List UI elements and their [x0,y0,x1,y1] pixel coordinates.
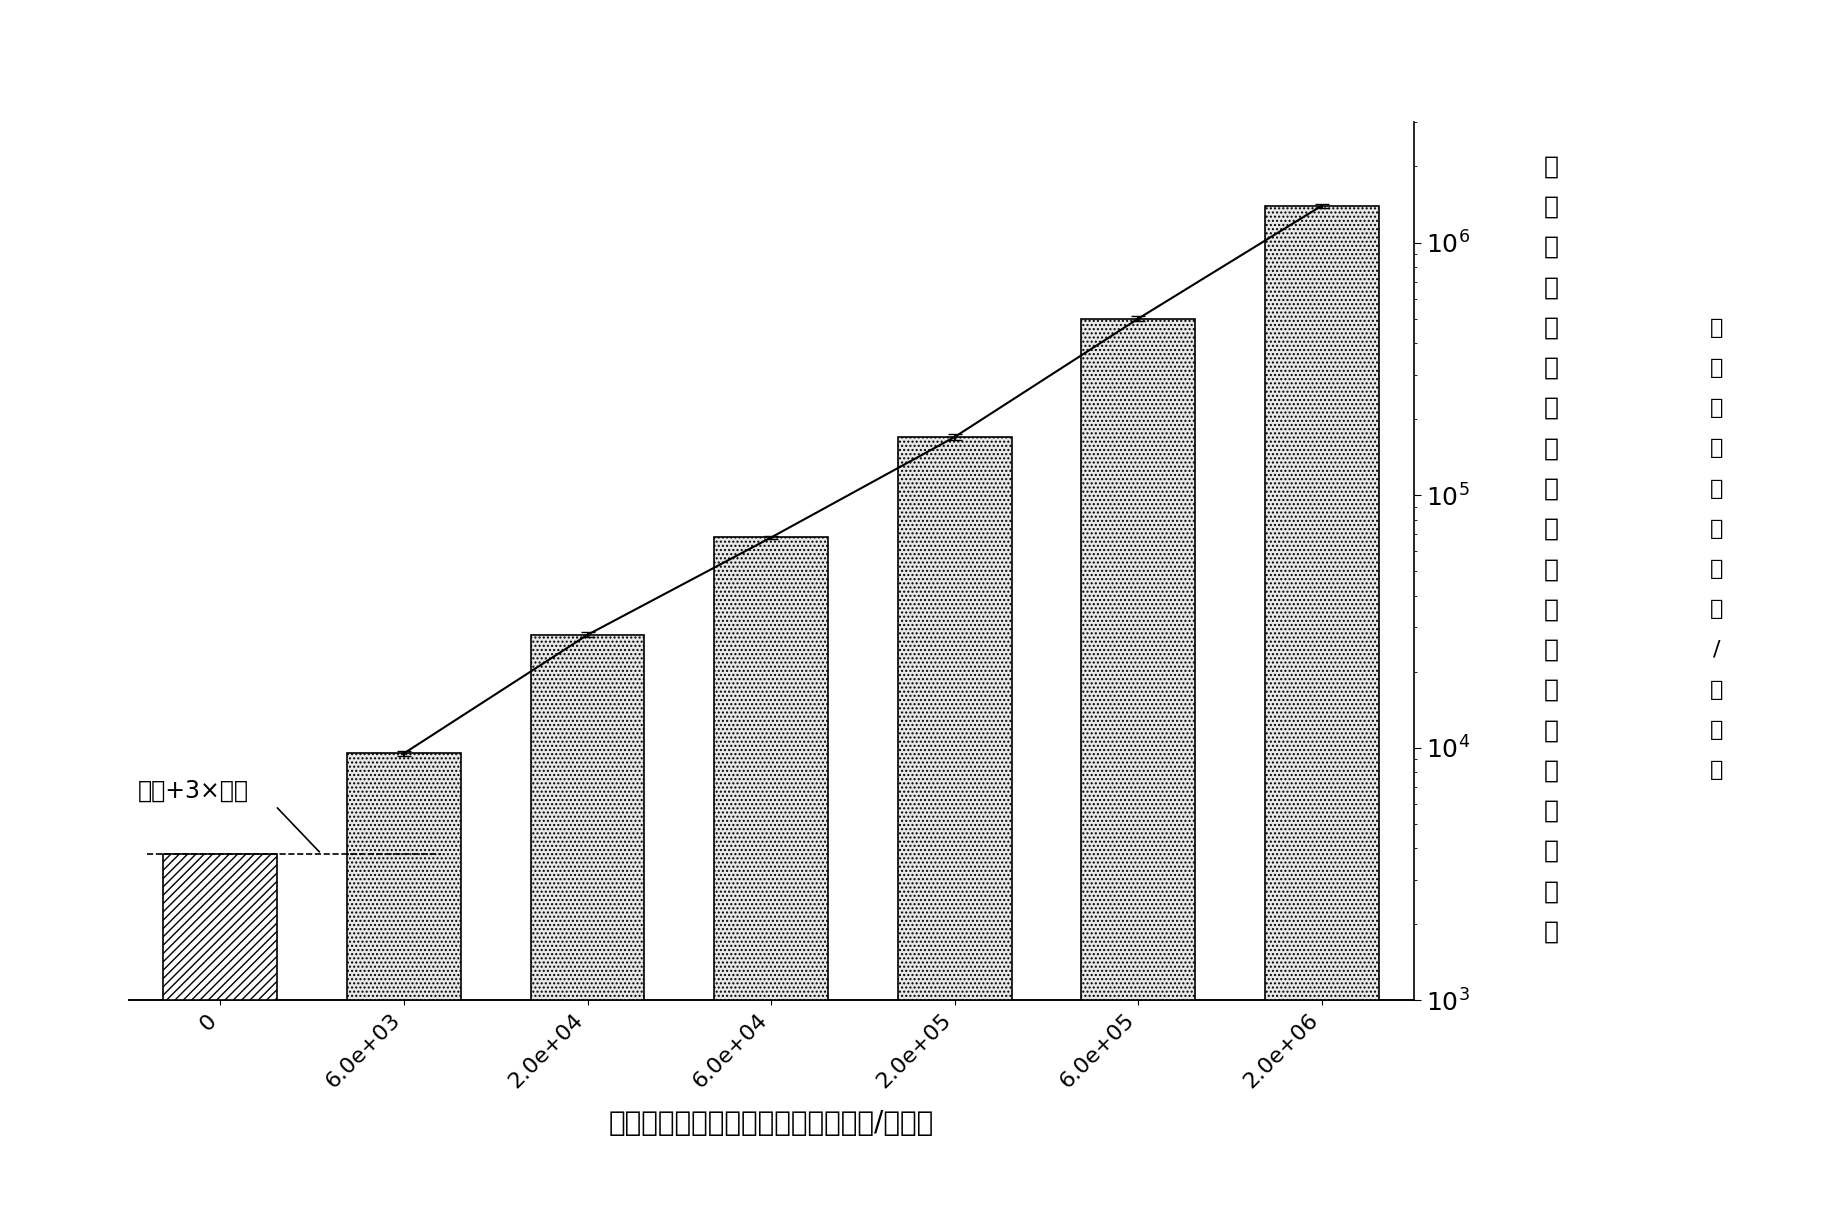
Text: 荧: 荧 [1544,437,1559,460]
Bar [714,538,828,1220]
Text: 有: 有 [1544,396,1559,420]
Text: 数: 数 [1709,559,1724,580]
Text: ：: ： [1709,438,1724,459]
Text: 毫: 毫 [1709,680,1724,700]
Bar [163,854,277,1220]
Text: 双: 双 [1544,517,1559,540]
Text: 量: 量 [1544,920,1559,943]
Text: ）: ） [1709,760,1724,781]
Text: 单: 单 [1709,357,1724,378]
Text: 号: 号 [1544,678,1559,701]
Bar [1081,318,1195,1220]
Text: 积: 积 [1544,276,1559,299]
Text: 单: 单 [1544,155,1559,178]
Text: 光: 光 [1544,477,1559,500]
Text: 位: 位 [1709,398,1724,418]
Bar [531,634,644,1220]
Text: 的: 的 [1544,839,1559,863]
Text: 象: 象 [1709,518,1724,539]
Text: 信: 信 [1544,638,1559,661]
X-axis label: 结核杆菌的浓度　（单位：细菌数量/毫升）: 结核杆菌的浓度 （单位：细菌数量/毫升） [608,1109,935,1137]
Text: （: （ [1709,317,1724,338]
Bar [347,754,461,1220]
Text: 对: 对 [1709,478,1724,499]
Text: /: / [1713,639,1720,660]
Text: 升: 升 [1709,720,1724,741]
Text: 的: 的 [1544,719,1559,742]
Text: 象: 象 [1544,799,1559,822]
Text: 中: 中 [1544,316,1559,339]
Text: 性: 性 [1544,598,1559,621]
Text: 背景+3×噪声: 背景+3×噪声 [138,778,248,803]
Text: 具: 具 [1544,356,1559,379]
Text: 阳: 阳 [1544,558,1559,581]
Text: 对: 对 [1544,759,1559,782]
Text: 位: 位 [1544,195,1559,218]
Text: 量: 量 [1709,599,1724,620]
Bar [898,437,1012,1220]
Text: 体: 体 [1544,235,1559,259]
Bar [1265,206,1379,1220]
Text: 数: 数 [1544,880,1559,903]
